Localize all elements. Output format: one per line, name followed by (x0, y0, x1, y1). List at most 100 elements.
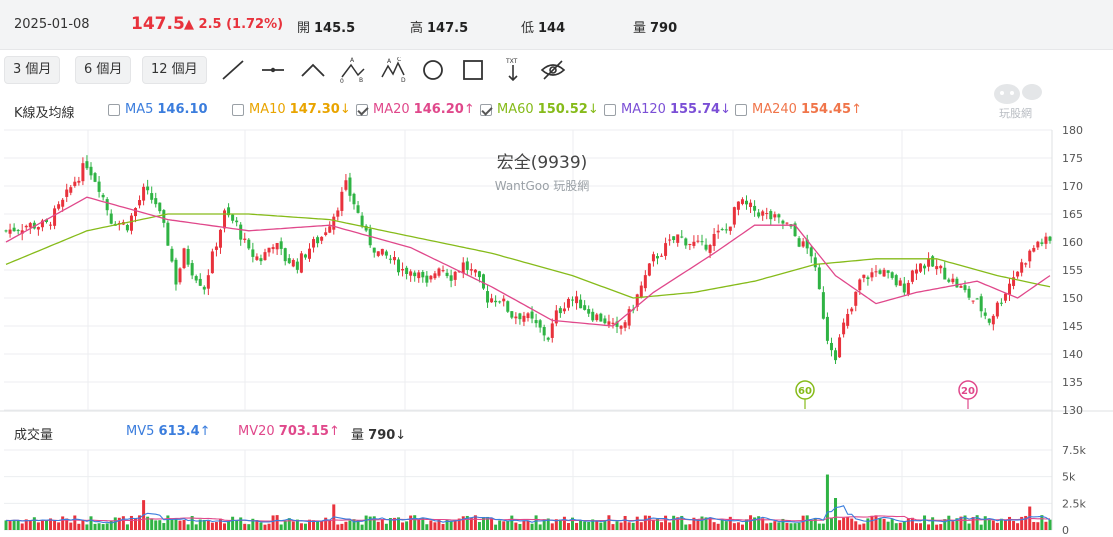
circle-tool-icon[interactable] (419, 57, 447, 83)
candle-body (247, 239, 251, 249)
candle-body (914, 269, 918, 274)
marker-label: 60 (798, 386, 812, 397)
ma60-checkbox[interactable] (480, 103, 492, 116)
mv5-line (5, 505, 1051, 524)
abcd-pattern-tool-icon[interactable]: A B 0 (339, 57, 367, 85)
volume-tick-label: 7.5k (1062, 444, 1086, 457)
candle-body (785, 222, 789, 224)
legend-ma20[interactable]: MA20 146.20 ↑ (356, 102, 475, 117)
volume-bar (975, 515, 979, 530)
volume-bar (639, 522, 643, 530)
volume-bar (494, 524, 498, 530)
angle-tool-icon[interactable] (299, 57, 327, 83)
volume-bar (664, 515, 668, 530)
candle-body (1020, 262, 1024, 273)
volume-bar (538, 524, 542, 530)
volume-bar (676, 517, 680, 530)
svg-text:D: D (401, 77, 406, 83)
chart-grid (0, 129, 1113, 531)
candle-body (894, 275, 898, 286)
volume-bar (1016, 523, 1020, 530)
candle-body (591, 311, 595, 321)
candle-body (684, 238, 688, 246)
range-6-months-button[interactable]: 6 個月 (75, 56, 132, 84)
ma240-checkbox[interactable] (735, 103, 747, 116)
volume-bar (251, 518, 255, 530)
range-3-months-button[interactable]: 3 個月 (4, 56, 61, 84)
volume-bar (1044, 521, 1048, 530)
volume-bar (312, 520, 316, 530)
candle-body (89, 166, 93, 176)
volume-bar (453, 519, 457, 530)
legend-ma60[interactable]: MA60 150.52 ↓ (480, 102, 599, 117)
volume-bar (210, 522, 214, 530)
legend-ma10[interactable]: MA10 147.30 ↓ (232, 102, 351, 117)
volume-bar (797, 522, 801, 530)
candle-body (975, 298, 979, 300)
candle-body (214, 246, 218, 250)
candle-body (765, 213, 769, 215)
candle-body (935, 266, 939, 270)
candle-body (150, 193, 154, 200)
candle-body (77, 180, 81, 183)
candle-body (550, 323, 554, 338)
rectangle-tool-icon[interactable] (459, 57, 487, 83)
candle-body (967, 288, 971, 298)
ma60-line (5, 213, 1051, 299)
candle-body (170, 248, 174, 262)
candle-body (154, 198, 158, 205)
candle-body (692, 241, 696, 246)
volume-bar (963, 515, 967, 530)
text-arrow-tool-icon[interactable]: TXT (499, 57, 527, 83)
candle-body (174, 259, 178, 285)
candle-body (109, 213, 113, 224)
ma5-checkbox[interactable] (108, 103, 120, 116)
abcd-wave-tool-icon[interactable]: A C D (379, 56, 407, 84)
candle-body (162, 210, 166, 223)
candle-body (619, 325, 623, 329)
candle-body (943, 267, 947, 280)
ma10-checkbox[interactable] (232, 103, 244, 116)
volume-bar (121, 516, 125, 530)
price-tick-label: 140 (1062, 348, 1083, 361)
legend-ma120[interactable]: MA120 155.74 ↓ (604, 102, 731, 117)
candle-body (554, 310, 558, 324)
candle-body (73, 181, 77, 186)
candle-body (923, 265, 927, 269)
volume-bar (502, 521, 506, 530)
volume-bar (40, 520, 44, 530)
svg-text:A: A (350, 57, 355, 64)
candle-body (65, 189, 69, 197)
candle-body (28, 223, 32, 228)
line-tool-icon[interactable] (219, 57, 247, 83)
range-12-months-button[interactable]: 12 個月 (142, 56, 207, 84)
volume-bar (81, 520, 85, 530)
horizontal-line-tool-icon[interactable] (259, 57, 287, 83)
volume-bar (150, 518, 154, 530)
volume-bar (125, 524, 129, 530)
candle-body (364, 225, 368, 231)
volume-bar (842, 517, 846, 530)
candle-body (660, 255, 664, 257)
candle-body (518, 313, 522, 320)
candle-body (761, 211, 765, 216)
ma120-checkbox[interactable] (604, 103, 616, 116)
candle-body (781, 220, 785, 224)
svg-text:B: B (359, 77, 363, 83)
volume-bar (324, 517, 328, 530)
hide-drawings-icon[interactable] (539, 57, 567, 83)
volume-bar (773, 521, 777, 530)
candle-body (809, 247, 813, 257)
candle-body (955, 278, 959, 288)
ma20-checkbox[interactable] (356, 103, 368, 116)
candle-body (898, 280, 902, 286)
legend-ma5[interactable]: MA5 146.10 (108, 102, 208, 117)
volume-bar (380, 519, 384, 530)
volume-bar (805, 515, 809, 530)
candle-body (983, 312, 987, 316)
legend-ma240[interactable]: MA240 154.45 ↑ (735, 102, 862, 117)
volume-bar (846, 516, 850, 530)
candle-body (421, 271, 425, 278)
